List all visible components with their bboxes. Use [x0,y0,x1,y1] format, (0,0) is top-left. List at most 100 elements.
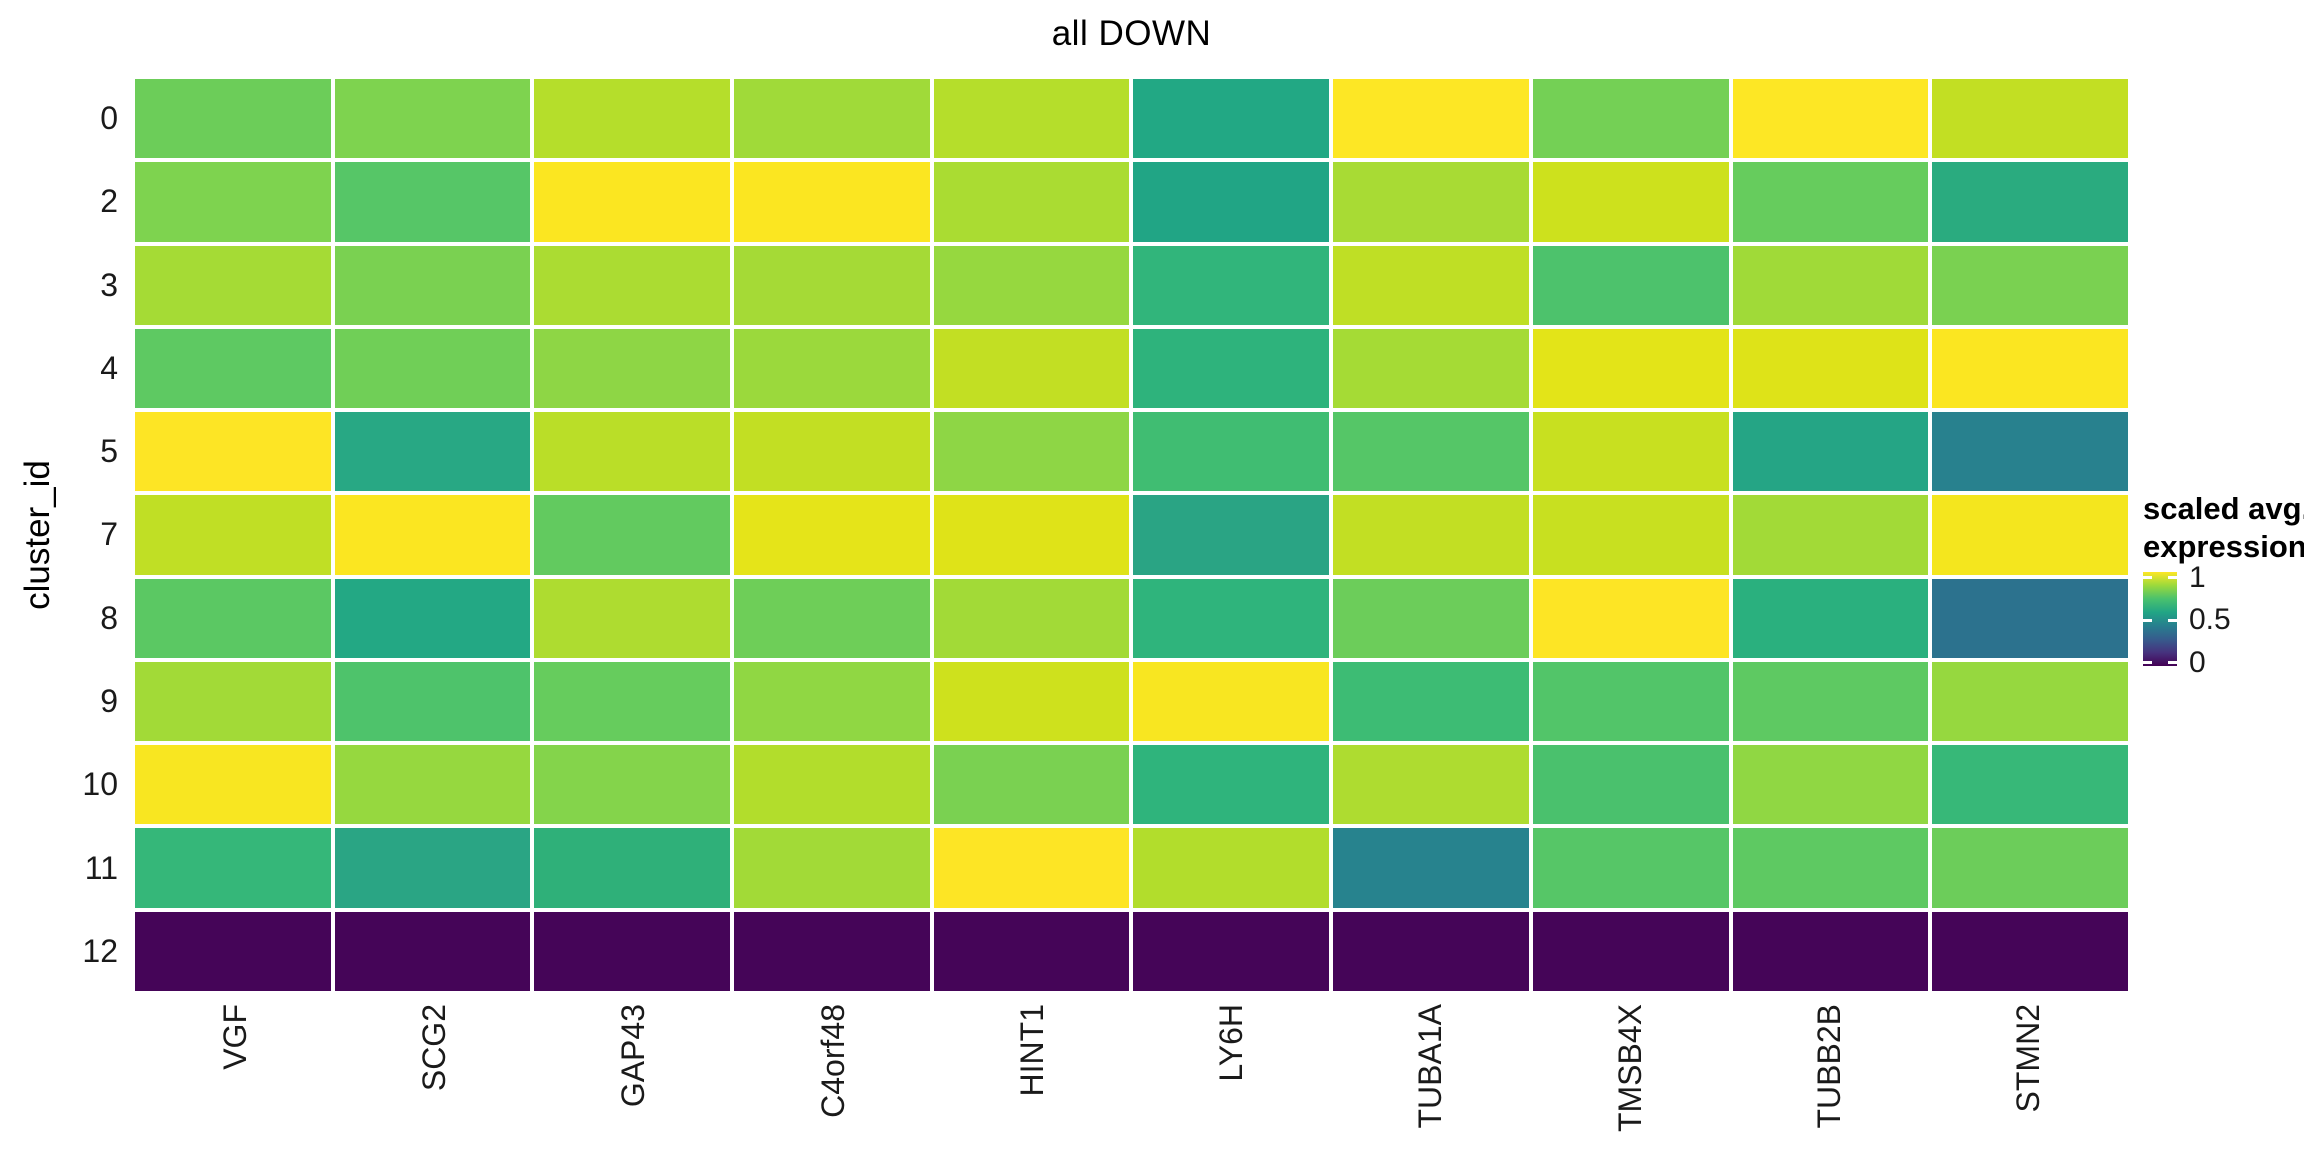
x-tick-label: VGF [216,1004,253,1070]
heatmap-cell [734,328,930,409]
heatmap-cell [1732,162,1929,242]
heatmap-cell [1333,661,1529,742]
x-tick-label-slot: TMSB4X [1530,1004,1729,1152]
heatmap-cell [534,745,731,825]
heatmap-cell [135,745,331,825]
heatmap-cell [1133,328,1330,409]
y-tick-label: 2 [100,183,118,220]
x-tick-label: LY6H [1213,1004,1250,1082]
heatmap-cell [933,828,1130,908]
heatmap-cell [334,79,531,159]
heatmap-cell [334,578,531,658]
heatmap-cell [734,245,930,325]
legend-tick-mark [2168,618,2177,622]
heatmap-cell [1333,412,1529,492]
legend-tick-mark [2143,618,2152,622]
heatmap-cell [1932,911,2128,991]
x-axis-labels: VGF SCG2 GAP43 C4orf48 HINT1 LY6H TUBA1A TMSB4X… [135,1004,2128,1152]
heatmap-cell [1932,79,2128,159]
legend: scaled avg. expression 1 0.5 0 [2143,490,2304,679]
legend-bar-area: 1 0.5 0 [2143,561,2303,679]
heatmap-cell [135,412,331,492]
heatmap-cell [1532,495,1729,575]
heatmap-cell [1532,578,1729,658]
heatmap-cell [1532,162,1729,242]
legend-title-line1: scaled avg. [2143,491,2304,526]
heatmap-cell [334,828,531,908]
heatmap-cell [534,412,731,492]
heatmap-cell [334,245,531,325]
heatmap-cell [933,911,1130,991]
heatmap-cell [1932,328,2128,409]
heatmap-cell [1932,412,2128,492]
heatmap-cell [1133,745,1330,825]
x-tick-label-slot: VGF [135,1004,334,1152]
heatmap-cell [135,495,331,575]
heatmap-cell [734,661,930,742]
y-tick-label: 10 [82,766,118,803]
heatmap-cell [1932,745,2128,825]
x-tick-label: HINT1 [1013,1004,1050,1097]
heatmap-cell [1133,79,1330,159]
heatmap-cell [534,245,731,325]
heatmap-cell [534,495,731,575]
legend-tick-label: 0.5 [2189,603,2231,636]
heatmap-cell [1333,578,1529,658]
legend-tick-mark [2168,576,2177,579]
heatmap-cell [1732,745,1929,825]
x-tick-label-slot: GAP43 [534,1004,733,1152]
heatmap-cell [734,162,930,242]
legend-tick-label: 0 [2189,645,2206,679]
heatmap-cell [135,245,331,325]
heatmap-cell [1333,745,1529,825]
heatmap-cell [1732,79,1929,159]
heatmap-cell [1532,79,1729,159]
y-tick-label: 3 [100,266,118,303]
heatmap-cell [734,745,930,825]
heatmap-cell [933,245,1130,325]
heatmap-cell [1133,162,1330,242]
heatmap-cell [135,911,331,991]
x-tick-label-slot: TUBB2B [1729,1004,1928,1152]
heatmap-cell [1333,911,1529,991]
heatmap-cell [1333,828,1529,908]
heatmap-cell [334,745,531,825]
heatmap-cell [1732,828,1929,908]
heatmap-cell [933,578,1130,658]
heatmap-cell [1732,328,1929,409]
heatmap-cell [1932,162,2128,242]
heatmap-cell [1732,495,1929,575]
heatmap-cell [1532,328,1729,409]
heatmap-cell [1133,578,1330,658]
heatmap-cell [534,79,731,159]
heatmap-cell [734,911,930,991]
heatmap-cell [1532,911,1729,991]
heatmap-cell [1333,162,1529,242]
heatmap-cell [1333,495,1529,575]
heatmap-cell [1532,745,1729,825]
legend-gradient-bar [2143,572,2177,666]
x-tick-label-slot: C4orf48 [733,1004,932,1152]
x-tick-label-slot: TUBA1A [1331,1004,1530,1152]
heatmap-cell [534,911,731,991]
heatmap-cell [933,495,1130,575]
heatmap-cell [1732,578,1929,658]
x-tick-label-slot: SCG2 [334,1004,533,1152]
heatmap-cell [734,495,930,575]
heatmap-cell [534,328,731,409]
heatmap-cell [1133,828,1330,908]
legend-tick-labels: 1 0.5 0 [2189,561,2299,679]
heatmap-cell [534,828,731,908]
y-tick-label: 9 [100,683,118,720]
heatmap-cell [1532,828,1729,908]
heatmap-cell [1732,245,1929,325]
y-tick-label: 8 [100,599,118,636]
legend-tick-mark [2168,661,2177,664]
heatmap-cell [534,578,731,658]
heatmap-cell [1732,412,1929,492]
x-tick-label-slot: HINT1 [932,1004,1131,1152]
heatmap-cell [1932,495,2128,575]
x-tick-label-slot: LY6H [1132,1004,1331,1152]
heatmap-cell [334,328,531,409]
